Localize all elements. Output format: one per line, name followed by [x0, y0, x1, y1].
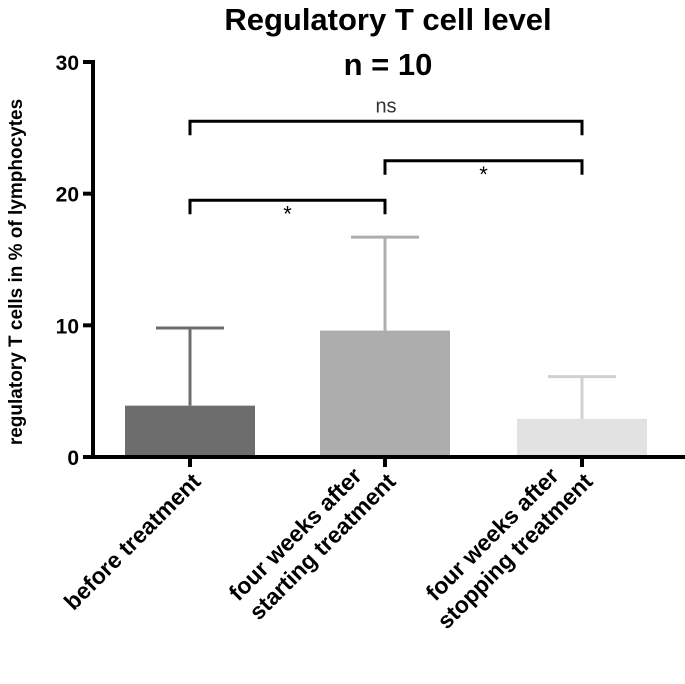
- significance-label-3: *: [479, 162, 488, 187]
- chart-subtitle: n = 10: [344, 47, 433, 82]
- bar-3: [517, 418, 647, 457]
- significance-label-1: ns: [375, 95, 396, 117]
- x-tick-label-before-treatment: before treatment: [59, 468, 206, 615]
- significance-bracket-2: [188, 198, 387, 215]
- chart-title: Regulatory T cell level: [224, 2, 551, 37]
- bar-2: [320, 330, 450, 457]
- x-tick-label-four-weeks-after-starting-treatment: four weeks afterstarting treatment: [223, 448, 400, 625]
- significance-label-2: *: [283, 201, 292, 226]
- y-axis-label: regulatory T cells in % of lymphocytes: [6, 99, 27, 445]
- y-tick-label-0: 0: [67, 447, 79, 470]
- y-tick-label-20: 20: [56, 184, 79, 207]
- x-tick-label-four-weeks-after-stopping-treatment: four weeks afterstopping treatment: [412, 448, 598, 634]
- y-tick-label-10: 10: [56, 315, 79, 338]
- significance-bracket-3: [383, 159, 584, 175]
- significance-bracket-1: [188, 119, 584, 136]
- y-tick-label-30: 30: [56, 52, 79, 75]
- bar-1: [125, 405, 255, 457]
